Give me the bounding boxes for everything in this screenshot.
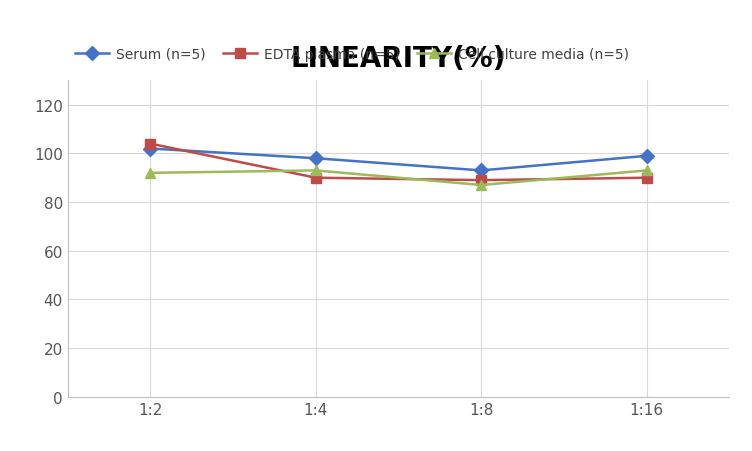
EDTA plasma (n=5) [477,178,486,184]
Serum (n=5) [477,168,486,174]
Line: Serum (n=5): Serum (n=5) [146,144,651,176]
EDTA plasma (n=5) [642,175,651,181]
Cell culture media (n=5) [477,183,486,189]
Cell culture media (n=5) [311,168,320,174]
Line: Cell culture media (n=5): Cell culture media (n=5) [146,166,651,190]
Cell culture media (n=5) [642,168,651,174]
EDTA plasma (n=5) [311,175,320,181]
Line: EDTA plasma (n=5): EDTA plasma (n=5) [146,139,651,186]
Serum (n=5) [311,156,320,161]
EDTA plasma (n=5) [146,142,155,147]
Cell culture media (n=5) [146,171,155,176]
Legend: Serum (n=5), EDTA plasma (n=5), Cell culture media (n=5): Serum (n=5), EDTA plasma (n=5), Cell cul… [74,48,629,62]
Serum (n=5) [146,147,155,152]
Serum (n=5) [642,154,651,159]
Title: LINEARITY(%): LINEARITY(%) [291,46,506,74]
